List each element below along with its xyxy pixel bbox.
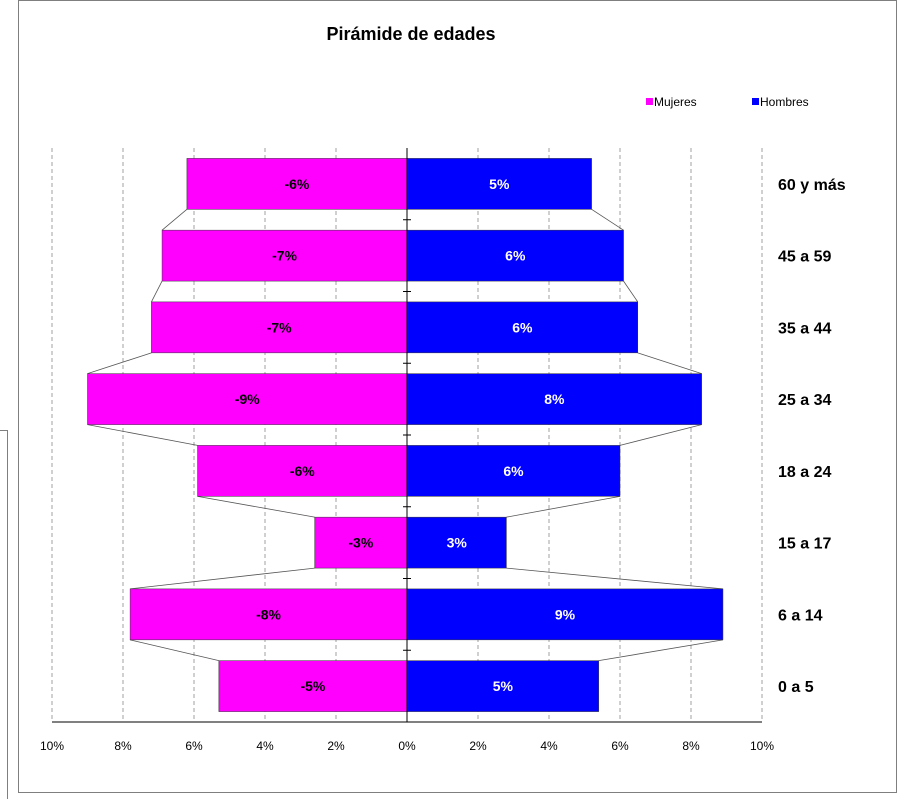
data-label-hombres: 6% bbox=[512, 319, 533, 335]
connector-line bbox=[197, 495, 315, 518]
x-tick-label: 0% bbox=[398, 739, 416, 753]
x-tick-label: 8% bbox=[114, 739, 132, 753]
x-tick-label: 10% bbox=[40, 739, 64, 753]
data-label-hombres: 6% bbox=[503, 463, 524, 479]
x-tick-label: 6% bbox=[185, 739, 203, 753]
data-label-hombres: 9% bbox=[555, 606, 576, 622]
data-label-hombres: 8% bbox=[544, 391, 565, 407]
x-axis-tick-labels: 10% 8% 6% 4% 2% 0% 2% 4% 6% 8% 10% bbox=[40, 739, 774, 753]
category-label: 60 y más bbox=[778, 177, 846, 194]
connector-line bbox=[151, 280, 163, 303]
category-label: 6 a 14 bbox=[778, 607, 823, 624]
x-tick-label: 4% bbox=[540, 739, 558, 753]
data-label-mujeres: -7% bbox=[272, 248, 297, 264]
data-label-mujeres: -6% bbox=[284, 176, 309, 192]
x-tick-label: 8% bbox=[682, 739, 700, 753]
category-label: 45 a 59 bbox=[778, 249, 831, 266]
connector-line bbox=[637, 352, 702, 375]
bar-hombres bbox=[406, 588, 724, 641]
bar-mujeres bbox=[186, 158, 408, 210]
connector-line bbox=[87, 424, 198, 446]
data-label-hombres: 5% bbox=[493, 678, 514, 694]
connector-line bbox=[623, 280, 639, 303]
connector-line bbox=[591, 209, 624, 231]
data-label-mujeres: -3% bbox=[348, 535, 373, 551]
data-label-mujeres: -7% bbox=[267, 319, 292, 335]
x-tick-label: 10% bbox=[750, 739, 774, 753]
bar-mujeres bbox=[129, 588, 408, 641]
category-label: 0 a 5 bbox=[778, 679, 814, 696]
legend-label-1: Hombres bbox=[760, 95, 809, 109]
bar-mujeres bbox=[197, 445, 408, 497]
bar-hombres bbox=[406, 445, 621, 497]
connector-line bbox=[130, 639, 219, 662]
legend-label-0: Mujeres bbox=[654, 95, 697, 109]
data-label-hombres: 3% bbox=[447, 535, 468, 551]
data-label-mujeres: -9% bbox=[235, 391, 260, 407]
x-tick-label: 2% bbox=[469, 739, 487, 753]
data-labels: -6% 5% -7% 6% -7% 6% -9% 8% -6% 6% -3% 3% -8% 9% -5% 5% bbox=[235, 176, 576, 694]
data-label-mujeres: -5% bbox=[300, 678, 325, 694]
connector-line bbox=[161, 209, 188, 231]
data-label-mujeres: -8% bbox=[256, 606, 281, 622]
category-label: 18 a 24 bbox=[778, 464, 831, 481]
category-label: 35 a 44 bbox=[778, 320, 831, 337]
connector-line bbox=[506, 495, 621, 518]
bar-mujeres bbox=[151, 301, 408, 354]
data-label-hombres: 6% bbox=[505, 248, 526, 264]
category-label: 15 a 17 bbox=[778, 536, 831, 553]
chart-title: Pirámide de edades bbox=[326, 24, 495, 44]
bar-hombres bbox=[406, 660, 599, 712]
legend-swatch-1 bbox=[752, 98, 759, 105]
bar-hombres bbox=[406, 516, 507, 569]
connector-line bbox=[130, 567, 315, 590]
data-label-hombres: 5% bbox=[489, 176, 510, 192]
bar-hombres bbox=[406, 229, 624, 282]
bar-mujeres bbox=[314, 516, 408, 569]
connector-line bbox=[87, 352, 152, 375]
background-window-edge bbox=[0, 430, 8, 799]
connector-line bbox=[619, 424, 702, 446]
data-label-mujeres: -6% bbox=[290, 463, 315, 479]
x-tick-label: 6% bbox=[611, 739, 629, 753]
connector-line bbox=[598, 639, 724, 662]
series-connector-lines bbox=[87, 209, 724, 662]
category-labels: 60 y más 45 a 59 35 a 44 25 a 34 18 a 24 15 a… bbox=[778, 177, 846, 696]
bar-hombres bbox=[406, 373, 702, 425]
bars bbox=[87, 158, 724, 712]
legend-swatch-0 bbox=[646, 98, 653, 105]
category-label: 25 a 34 bbox=[778, 392, 831, 409]
axes bbox=[52, 148, 762, 723]
legend: Mujeres Hombres bbox=[646, 95, 809, 109]
x-tick-label: 4% bbox=[256, 739, 274, 753]
bar-mujeres bbox=[87, 373, 408, 425]
connector-line bbox=[506, 567, 723, 590]
bar-hombres bbox=[406, 158, 592, 210]
x-tick-label: 2% bbox=[327, 739, 345, 753]
bar-mujeres bbox=[218, 660, 408, 712]
